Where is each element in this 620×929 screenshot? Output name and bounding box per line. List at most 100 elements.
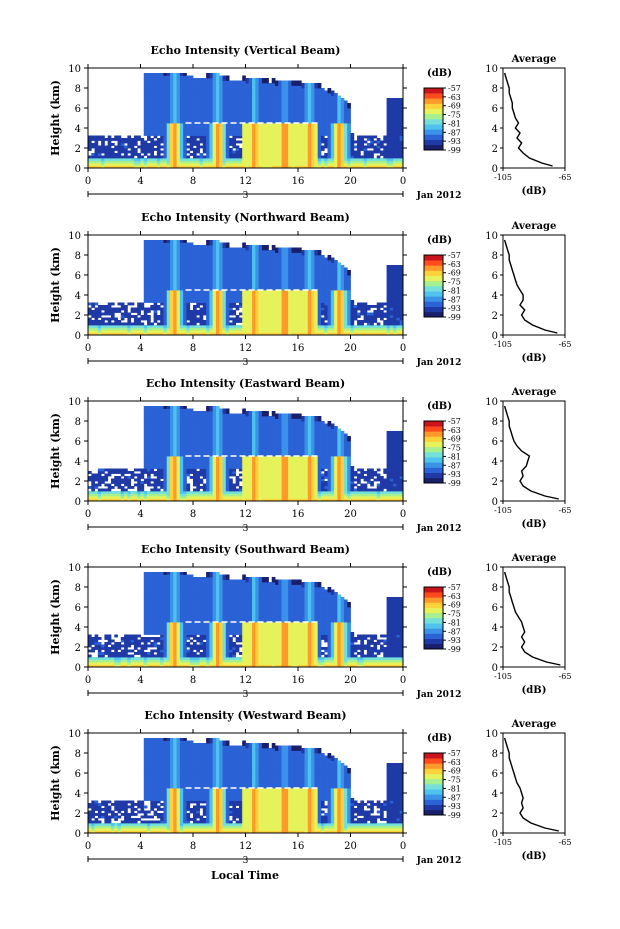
heatmap-cell <box>284 100 289 104</box>
heatmap-cell <box>271 88 276 91</box>
heatmap-cell <box>327 325 332 328</box>
heatmap-cell <box>147 272 151 276</box>
heatmap-cell <box>357 155 361 159</box>
heatmap-cell <box>334 322 338 326</box>
heatmap-cell <box>209 78 214 81</box>
heatmap-cell <box>166 108 171 111</box>
heatmap-cell <box>179 252 184 256</box>
heatmap-cell <box>360 145 365 149</box>
heatmap-cell <box>186 292 191 296</box>
heatmap-cell <box>275 150 279 154</box>
heatmap-cell <box>307 130 312 134</box>
heatmap-cell <box>120 332 125 336</box>
heatmap-cell <box>189 285 194 288</box>
heatmap-cell <box>307 320 312 323</box>
heatmap-cell <box>199 130 204 134</box>
heatmap-cell <box>291 325 296 328</box>
heatmap-cell <box>193 287 197 291</box>
heatmap-cell <box>343 143 348 146</box>
heatmap-cell <box>347 113 351 116</box>
heatmap-cell <box>307 305 312 308</box>
heatmap-cell <box>258 105 263 109</box>
heatmap-cell <box>202 78 207 81</box>
heatmap-cell <box>163 75 168 79</box>
heatmap-cell <box>163 247 168 251</box>
heatmap-cell <box>225 250 230 253</box>
heatmap-cell <box>219 103 223 106</box>
heatmap-cell <box>170 320 174 323</box>
heatmap-cell <box>327 100 332 104</box>
heatmap-cell <box>238 302 243 306</box>
heatmap-cell <box>261 295 266 298</box>
heatmap-cell <box>255 143 260 146</box>
heatmap-cell <box>173 103 177 106</box>
heatmap-cell <box>389 128 394 131</box>
heatmap-cell <box>143 325 148 328</box>
heatmap-cell <box>193 307 197 311</box>
heatmap-cell <box>97 330 102 333</box>
heatmap-cell <box>284 160 289 164</box>
heatmap-cell <box>353 140 358 144</box>
heatmap-cell <box>143 148 148 151</box>
heatmap-cell <box>380 165 384 169</box>
heatmap-cell <box>268 128 273 131</box>
heatmap-cell <box>373 150 378 154</box>
heatmap-cell <box>265 250 269 253</box>
heatmap-cell <box>255 267 260 271</box>
heatmap-cell <box>176 330 181 333</box>
heatmap-cell <box>199 105 204 109</box>
heatmap-cell <box>153 93 158 96</box>
heatmap-cell <box>304 270 309 273</box>
heatmap-cell <box>347 103 351 106</box>
average-x-tick-label: -105 <box>494 173 512 182</box>
heatmap-cell <box>327 322 332 326</box>
heatmap-cell <box>314 135 319 139</box>
heatmap-cell <box>206 73 210 76</box>
heatmap-cell <box>166 275 171 278</box>
heatmap-cell <box>288 290 292 293</box>
heatmap-cell <box>265 332 269 336</box>
heatmap-cell <box>291 80 296 84</box>
heatmap-cell <box>245 130 250 134</box>
heatmap-cell <box>196 135 200 139</box>
heatmap-cell <box>186 272 191 276</box>
heatmap-cell <box>196 277 200 281</box>
heatmap-cell <box>183 257 187 261</box>
heatmap-cell <box>186 140 191 144</box>
heatmap-cell <box>163 265 168 268</box>
heatmap-cell <box>327 88 332 91</box>
heatmap-cell <box>199 247 204 251</box>
heatmap-cell <box>324 158 328 161</box>
heatmap-cell <box>294 110 299 114</box>
heatmap-cell <box>232 282 237 286</box>
heatmap-cell <box>156 95 161 99</box>
heatmap-cell <box>281 100 286 104</box>
heatmap-cell <box>173 315 177 318</box>
heatmap-cell <box>156 120 161 124</box>
heatmap-cell <box>317 103 322 106</box>
heatmap-cell <box>166 290 171 293</box>
heatmap-cell <box>245 83 250 86</box>
heatmap-cell <box>179 255 184 258</box>
heatmap-cell <box>170 310 174 313</box>
heatmap-cell <box>173 275 177 278</box>
heatmap-cell <box>209 148 214 151</box>
heatmap-cell <box>311 153 315 156</box>
heatmap-cell <box>163 322 168 326</box>
heatmap-cell <box>229 158 233 161</box>
heatmap-cell <box>252 105 256 109</box>
heatmap-cell <box>202 305 207 308</box>
heatmap-cell <box>101 140 105 144</box>
heatmap-cell <box>176 118 181 121</box>
heatmap-cell <box>193 317 197 321</box>
heatmap-cell <box>202 163 207 166</box>
heatmap-cell <box>317 108 322 111</box>
heatmap-cell <box>147 103 151 106</box>
heatmap-cell <box>143 123 148 126</box>
heatmap-cell <box>163 105 168 109</box>
heatmap-cell <box>186 120 191 124</box>
heatmap-cell <box>232 155 237 159</box>
heatmap-cell <box>324 163 328 166</box>
heatmap-cell <box>255 120 260 124</box>
heatmap-cell <box>173 320 177 323</box>
